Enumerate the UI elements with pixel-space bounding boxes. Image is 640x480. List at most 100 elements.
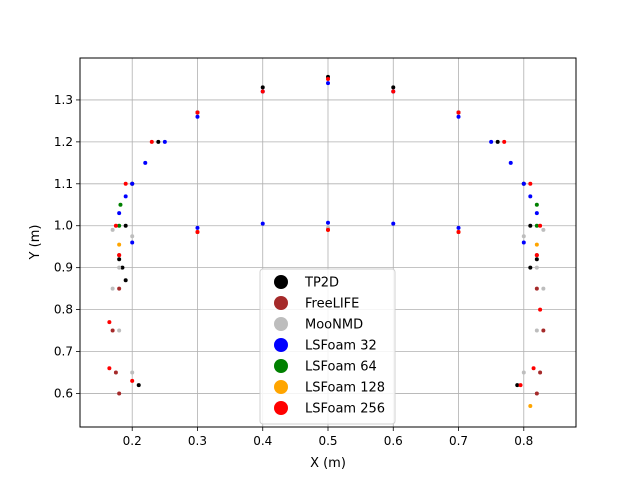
data-point <box>508 160 513 165</box>
data-point <box>534 391 539 396</box>
data-point <box>117 257 122 262</box>
data-point <box>136 383 141 388</box>
data-point <box>515 383 520 388</box>
data-point <box>123 223 128 228</box>
data-point <box>456 110 461 115</box>
data-point <box>162 139 167 144</box>
x-tick-label: 0.7 <box>449 434 468 448</box>
data-point <box>456 225 461 230</box>
data-point <box>260 89 265 94</box>
data-point <box>456 114 461 119</box>
data-point <box>541 227 546 232</box>
data-point <box>118 202 123 207</box>
data-point <box>110 328 115 333</box>
data-point <box>156 139 161 144</box>
x-tick-label: 0.4 <box>253 434 272 448</box>
ticks: 0.2 0.3 0.4 0.5 0.6 0.7 0.8 0.6 0.7 0.8 0.9 1.0 1.1 1… <box>54 93 533 448</box>
data-point <box>117 242 122 247</box>
data-point <box>110 286 115 291</box>
legend-frame <box>259 268 396 425</box>
legend-marker <box>274 338 288 352</box>
data-point <box>528 181 533 186</box>
x-tick-label: 0.8 <box>514 434 533 448</box>
data-point <box>195 225 200 230</box>
series-lsfoam-256 <box>107 76 543 388</box>
data-point <box>541 286 546 291</box>
legend-label: MooNMD <box>305 318 363 333</box>
data-point <box>130 240 135 245</box>
x-tick-label: 0.2 <box>123 434 142 448</box>
y-tick-label: 0.9 <box>54 261 73 275</box>
data-point <box>521 240 526 245</box>
data-point <box>130 234 135 239</box>
data-point <box>534 265 539 270</box>
legend-label: LSFoam 256 <box>305 402 385 417</box>
data-point <box>326 81 330 86</box>
y-tick-label: 1.2 <box>54 135 73 149</box>
data-point <box>326 227 330 232</box>
legend-marker <box>274 317 288 331</box>
data-point <box>117 286 122 291</box>
x-tick-label: 0.3 <box>188 434 207 448</box>
data-point <box>521 370 526 375</box>
data-point <box>518 383 523 388</box>
data-point <box>117 391 122 396</box>
data-point <box>538 370 543 375</box>
legend-label: LSFoam 32 <box>305 339 377 354</box>
data-point <box>117 328 122 333</box>
data-point <box>123 181 128 186</box>
data-point <box>502 139 507 144</box>
data-point <box>117 265 122 270</box>
data-point <box>326 76 330 81</box>
data-point <box>391 89 396 94</box>
y-tick-label: 1.1 <box>54 177 73 191</box>
data-point <box>107 320 112 325</box>
legend-label: TP2D <box>304 276 339 291</box>
data-point <box>113 370 118 375</box>
data-point <box>534 223 539 228</box>
data-point <box>143 160 148 165</box>
data-point <box>521 181 526 186</box>
data-point <box>117 223 122 228</box>
data-point <box>195 114 200 119</box>
series-lsfoam-64 <box>117 202 539 228</box>
data-point <box>521 234 526 239</box>
data-point <box>534 328 539 333</box>
data-point <box>534 257 539 262</box>
data-point <box>528 223 533 228</box>
data-point <box>195 230 200 235</box>
data-point <box>130 370 135 375</box>
data-point <box>123 278 128 283</box>
data-point <box>120 265 125 270</box>
data-point <box>538 307 543 312</box>
data-point <box>534 242 539 247</box>
legend-label: LSFoam 64 <box>305 360 377 375</box>
data-point <box>391 221 396 226</box>
data-point <box>541 328 546 333</box>
legend-marker <box>274 275 288 289</box>
data-point <box>107 366 112 371</box>
legend-label: FreeLIFE <box>305 297 359 312</box>
data-point <box>117 253 122 258</box>
legend: TP2D FreeLIFE MooNMD LSFoam 32 LSFoam 64 LSFo… <box>259 268 396 425</box>
data-point <box>149 139 154 144</box>
data-point <box>534 286 539 291</box>
data-point <box>326 220 330 225</box>
series-layer <box>107 74 546 409</box>
data-point <box>534 202 539 207</box>
data-point <box>110 227 115 232</box>
legend-marker <box>274 296 288 310</box>
data-point <box>130 181 135 186</box>
data-point <box>260 221 265 226</box>
x-tick-label: 0.5 <box>318 434 337 448</box>
data-point <box>195 110 200 115</box>
data-point <box>130 378 135 383</box>
data-point <box>538 223 543 228</box>
data-point <box>528 265 533 270</box>
legend-marker <box>274 380 288 394</box>
data-point <box>456 230 461 235</box>
data-point <box>113 223 118 228</box>
data-point <box>531 366 536 371</box>
legend-label: LSFoam 128 <box>305 381 385 396</box>
